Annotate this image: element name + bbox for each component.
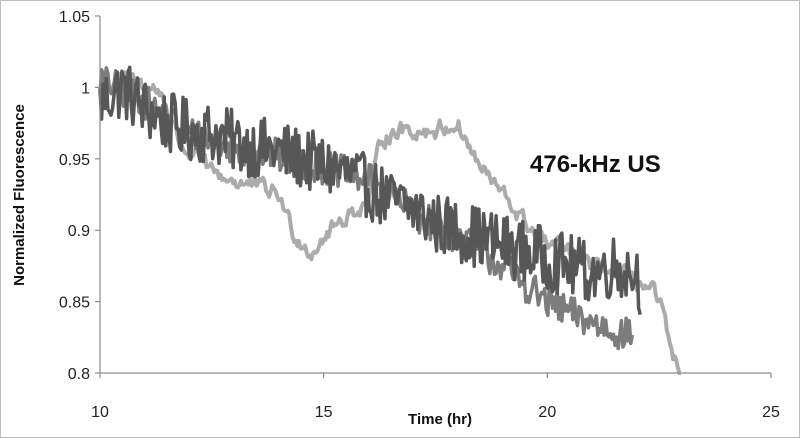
y-tick-label: 0.95 <box>59 152 90 169</box>
x-tick-label: 10 <box>91 404 109 421</box>
y-tick-labels: 0.8 0.85 0.9 0.95 1 1.05 <box>59 9 100 383</box>
y-tick-label: 0.9 <box>68 223 90 240</box>
x-tick-label: 15 <box>315 404 333 421</box>
chart-annotation: 476-kHz US <box>530 151 661 178</box>
x-tick-labels: 10 15 20 25 <box>91 373 780 421</box>
x-tick-label: 25 <box>762 404 780 421</box>
series-line-1 <box>98 65 642 316</box>
y-tick-label: 1 <box>81 80 90 97</box>
x-axis-label: Time (hr) <box>408 411 472 428</box>
y-tick-label: 0.8 <box>68 366 90 383</box>
y-tick-label: 1.05 <box>59 9 90 26</box>
series-layer <box>98 65 682 375</box>
y-axis-label: Normalized Fluorescence <box>11 104 28 286</box>
y-tick-label: 0.85 <box>59 295 90 312</box>
axes-layer <box>99 16 771 374</box>
x-tick-label: 20 <box>538 404 556 421</box>
